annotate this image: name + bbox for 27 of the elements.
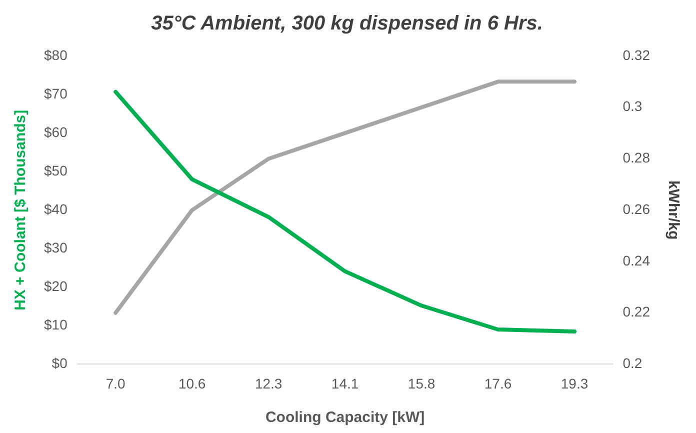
x-axis-title: Cooling Capacity [kW] (265, 409, 425, 426)
x-tick-label: 15.8 (408, 375, 436, 392)
y-tick-label: $70 (44, 85, 68, 102)
y2-tick-label: 0.32 (622, 46, 650, 63)
y2-tick-label: 0.2 (622, 355, 642, 372)
y2-tick-label: 0.24 (622, 252, 650, 268)
y-tick-label: $0 (52, 355, 68, 372)
y2-axis-title: kWhr/kg (664, 180, 682, 240)
y-tick-label: $20 (44, 278, 68, 294)
y-tick-label: $50 (44, 162, 68, 178)
y-tick-label: $40 (44, 200, 68, 217)
y-tick-label: $80 (44, 46, 68, 63)
x-tick-label: 10.6 (178, 375, 206, 392)
y2-tick-label: 0.26 (622, 200, 650, 217)
x-tick-label: 14.1 (331, 375, 359, 392)
y2-tick-label: 0.28 (622, 150, 650, 166)
x-tick-label: 17.6 (484, 375, 512, 392)
x-tick-label: 19.3 (560, 375, 588, 392)
x-tick-label: 12.3 (254, 375, 282, 392)
y-tick-label: $10 (44, 316, 68, 333)
y-tick-label: $30 (44, 239, 68, 256)
chart-title: 35°C Ambient, 300 kg dispensed in 6 Hrs. (151, 12, 543, 35)
y2-tick-label: 0.3 (622, 98, 642, 114)
y-tick-label: $60 (44, 124, 68, 140)
y2-tick-label: 0.22 (622, 304, 650, 320)
y-axis-title: HX + Coolant [$ Thousands] (12, 110, 30, 310)
x-tick-label: 7.0 (106, 375, 126, 392)
